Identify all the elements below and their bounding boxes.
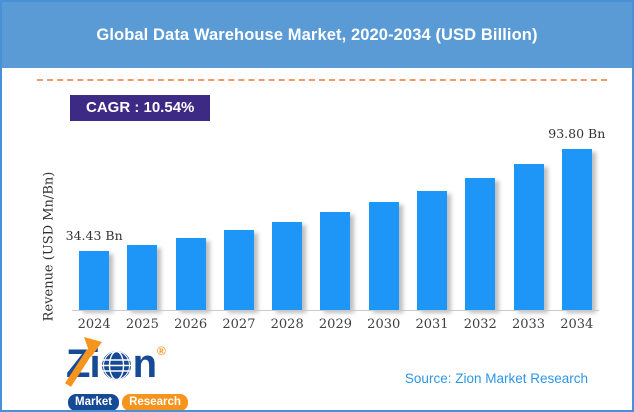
bar-chart: 34.43 Bn 93.80 Bn <box>66 126 605 310</box>
bar-column: 34.43 Bn <box>66 132 123 310</box>
bar-2032 <box>465 178 496 310</box>
bar-column <box>408 132 456 310</box>
x-tick-label: 2026 <box>174 317 208 332</box>
x-tick-label: 2029 <box>318 317 352 332</box>
x-tick-label: 2028 <box>270 317 304 332</box>
x-tick-label: 2030 <box>367 317 401 332</box>
logo-subtitle: Market Research <box>68 394 216 410</box>
bar-value-label: 93.80 Bn <box>548 126 606 141</box>
y-axis-label: Revenue (USD Mn/Bn) <box>41 171 57 322</box>
x-tick-label: 2025 <box>125 317 159 332</box>
bar-column <box>167 132 215 310</box>
bar-column <box>360 132 408 310</box>
bar-2031 <box>416 191 447 310</box>
bar-column <box>263 132 311 310</box>
x-axis-line <box>72 310 599 311</box>
cagr-badge: CAGR : 10.54% <box>70 95 211 121</box>
bar-column <box>118 132 166 310</box>
x-tick-label: 2034 <box>560 317 594 332</box>
x-tick-label: 2024 <box>77 317 111 332</box>
globe-icon <box>101 350 131 381</box>
bar-column <box>504 132 552 310</box>
dashed-divider <box>37 79 607 81</box>
zion-logo: Z i n ® Market Research <box>65 337 216 410</box>
logo-letter-i: i <box>89 342 100 386</box>
bar-2034 <box>561 149 592 310</box>
bar-2026 <box>175 238 206 310</box>
x-tick-label: 2032 <box>463 317 497 332</box>
x-tick-label: 2033 <box>511 317 546 332</box>
chart-title: Global Data Warehouse Market, 2020-2034 … <box>96 25 538 44</box>
bar-2025 <box>127 245 158 310</box>
x-tick-label: 2031 <box>415 317 449 332</box>
source-attribution: Source: Zion Market Research <box>404 371 588 386</box>
bar-column <box>215 132 263 310</box>
bar-2024 <box>79 251 110 310</box>
logo-letter-n: n <box>132 342 157 386</box>
logo-letter-z: Z <box>65 337 102 387</box>
bar-value-label: 34.43 Bn <box>65 228 123 243</box>
logo-pill-research: Research <box>122 394 188 410</box>
zion-wordmark: Z i n ® <box>65 337 216 393</box>
bar-2030 <box>368 202 399 310</box>
bar-2027 <box>223 230 254 310</box>
registered-trademark-icon: ® <box>157 344 166 358</box>
bar-2033 <box>513 164 544 310</box>
bar-column <box>311 132 359 310</box>
bar-2029 <box>320 212 351 310</box>
logo-pill-market: Market <box>68 394 120 410</box>
bar-column <box>456 132 504 310</box>
chart-header: Global Data Warehouse Market, 2020-2034 … <box>2 2 632 68</box>
bar-column: 93.80 Bn <box>548 126 605 310</box>
x-tick-label: 2027 <box>222 317 256 332</box>
x-axis-labels: 2024 2025 2026 2027 2028 2029 2030 2031 2032 2033… <box>70 317 601 332</box>
bar-2028 <box>272 222 303 310</box>
